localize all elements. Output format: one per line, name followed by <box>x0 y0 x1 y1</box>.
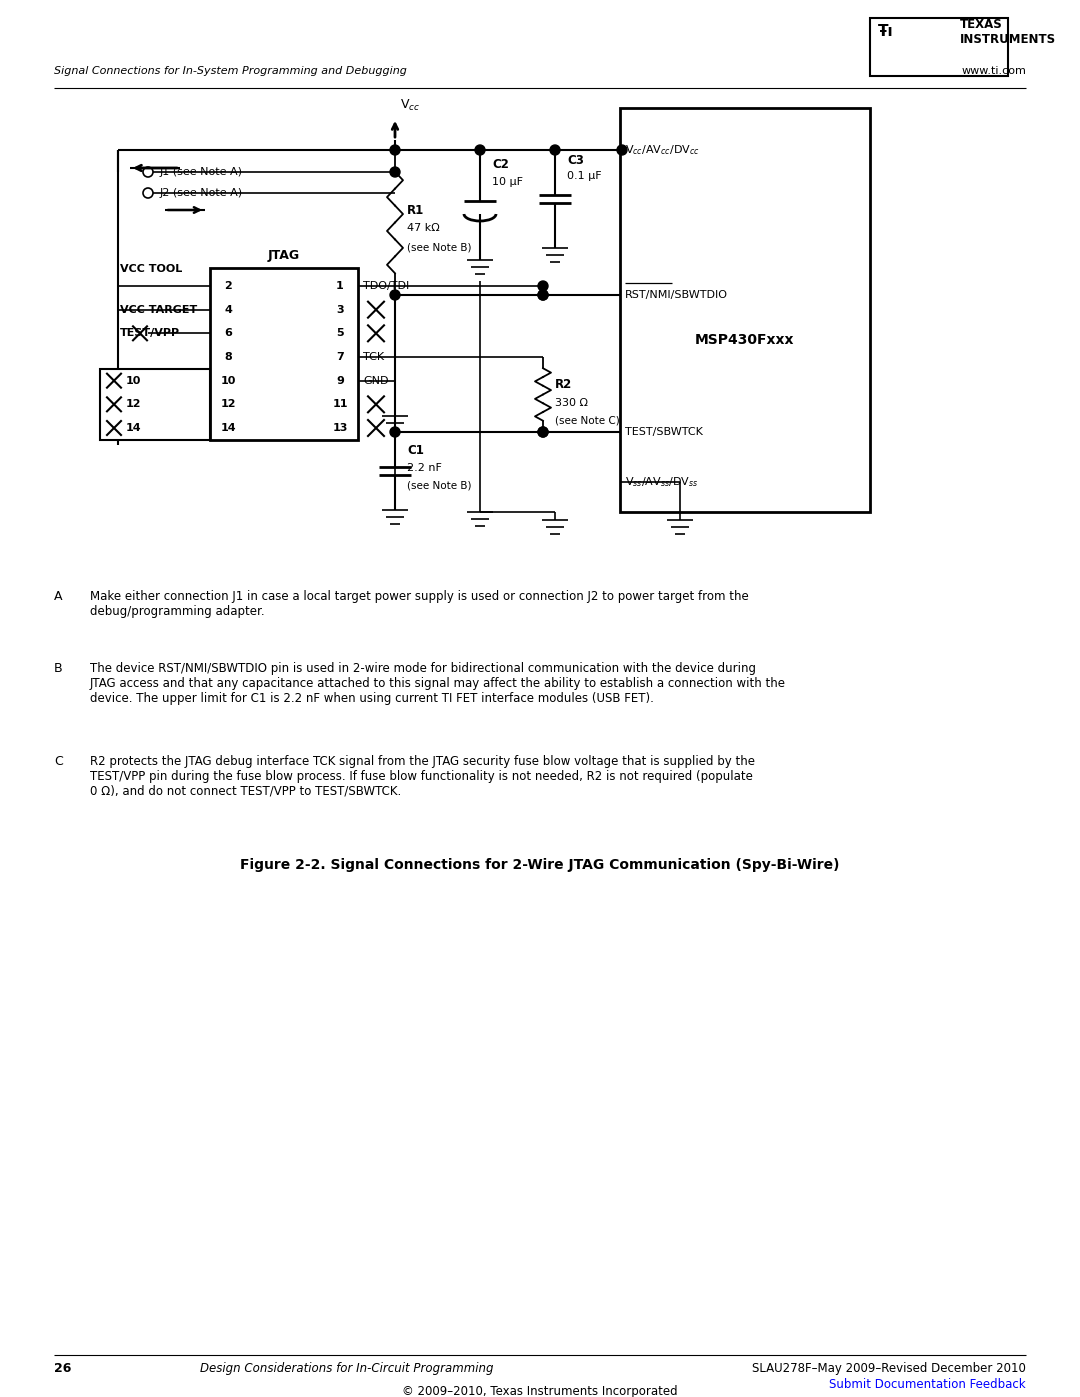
Text: C2: C2 <box>492 158 509 172</box>
Text: 5: 5 <box>336 328 343 338</box>
Text: Design Considerations for In-Circuit Programming: Design Considerations for In-Circuit Pro… <box>200 1362 494 1375</box>
Text: V$_{cc}$: V$_{cc}$ <box>400 98 420 113</box>
Text: Submit Documentation Feedback: Submit Documentation Feedback <box>829 1377 1026 1391</box>
Text: TEST/SBWTCK: TEST/SBWTCK <box>625 427 703 437</box>
Text: TCK: TCK <box>363 352 384 362</box>
Text: (see Note B): (see Note B) <box>407 242 472 251</box>
Text: 10: 10 <box>126 376 141 386</box>
Text: MSP430Fxxx: MSP430Fxxx <box>696 332 795 346</box>
Bar <box>100 369 210 440</box>
Text: 13: 13 <box>333 423 348 433</box>
Text: J2 (see Note A): J2 (see Note A) <box>160 189 243 198</box>
Circle shape <box>617 145 627 155</box>
Circle shape <box>538 291 548 300</box>
Text: 8: 8 <box>225 352 232 362</box>
Text: 10: 10 <box>220 376 235 386</box>
Text: 330 Ω: 330 Ω <box>555 398 588 408</box>
Text: (see Note C): (see Note C) <box>555 415 620 426</box>
Text: 26: 26 <box>54 1362 71 1375</box>
Text: TEST/VPP: TEST/VPP <box>120 328 180 338</box>
Text: 14: 14 <box>220 423 235 433</box>
Text: B: B <box>54 662 63 675</box>
Text: 11: 11 <box>333 400 348 409</box>
Circle shape <box>390 168 400 177</box>
Text: 4: 4 <box>224 305 232 314</box>
Text: 14: 14 <box>126 423 141 433</box>
Text: RST/NMI/SBWTDIO: RST/NMI/SBWTDIO <box>625 291 728 300</box>
Text: C1: C1 <box>407 443 423 457</box>
Circle shape <box>538 281 548 291</box>
Text: Ŧı: Ŧı <box>878 25 894 39</box>
Text: TDO/TDI: TDO/TDI <box>363 281 409 291</box>
Text: R2: R2 <box>555 379 572 391</box>
Text: V$_{cc}$/AV$_{cc}$/DV$_{cc}$: V$_{cc}$/AV$_{cc}$/DV$_{cc}$ <box>625 142 700 156</box>
Text: 7: 7 <box>336 352 343 362</box>
Text: JTAG: JTAG <box>268 250 300 263</box>
Text: C: C <box>54 754 63 768</box>
Text: VCC TARGET: VCC TARGET <box>120 305 198 314</box>
Text: V$_{ss}$/AV$_{ss}$/DV$_{ss}$: V$_{ss}$/AV$_{ss}$/DV$_{ss}$ <box>625 475 699 489</box>
Text: Figure 2-2. Signal Connections for 2-Wire JTAG Communication (Spy-Bi-Wire): Figure 2-2. Signal Connections for 2-Wir… <box>240 858 840 872</box>
Text: © 2009–2010, Texas Instruments Incorporated: © 2009–2010, Texas Instruments Incorpora… <box>402 1384 678 1397</box>
Text: R1: R1 <box>407 204 424 217</box>
Text: GND: GND <box>363 376 389 386</box>
Text: C3: C3 <box>567 154 584 166</box>
Text: 1: 1 <box>336 281 343 291</box>
Text: Signal Connections for In-System Programming and Debugging: Signal Connections for In-System Program… <box>54 66 407 75</box>
Circle shape <box>538 291 548 300</box>
Bar <box>210 268 357 440</box>
Circle shape <box>538 427 548 437</box>
Text: 10 μF: 10 μF <box>492 177 523 187</box>
Text: Make either connection J1 in case a local target power supply is used or connect: Make either connection J1 in case a loca… <box>90 590 748 617</box>
Text: A: A <box>54 590 63 604</box>
Text: VCC TOOL: VCC TOOL <box>120 264 183 274</box>
Text: TEXAS
INSTRUMENTS: TEXAS INSTRUMENTS <box>960 18 1056 46</box>
Circle shape <box>390 291 400 300</box>
Text: J1 (see Note A): J1 (see Note A) <box>160 168 243 177</box>
Text: The device RST/NMI/SBWTDIO pin is used in 2-wire mode for bidirectional communic: The device RST/NMI/SBWTDIO pin is used i… <box>90 662 786 705</box>
Circle shape <box>475 145 485 155</box>
Text: 2.2 nF: 2.2 nF <box>407 462 442 474</box>
Text: 12: 12 <box>220 400 235 409</box>
Text: 0.1 μF: 0.1 μF <box>567 170 602 182</box>
Circle shape <box>390 145 400 155</box>
Text: 6: 6 <box>224 328 232 338</box>
Bar <box>870 18 1008 75</box>
Text: 47 kΩ: 47 kΩ <box>407 224 440 233</box>
Bar <box>620 108 870 511</box>
Text: 3: 3 <box>336 305 343 314</box>
Text: SLAU278F–May 2009–Revised December 2010: SLAU278F–May 2009–Revised December 2010 <box>752 1362 1026 1375</box>
Text: 12: 12 <box>126 400 141 409</box>
Text: (see Note B): (see Note B) <box>407 481 472 490</box>
Circle shape <box>538 427 548 437</box>
Text: 9: 9 <box>336 376 343 386</box>
Text: www.ti.com: www.ti.com <box>961 66 1026 75</box>
Text: R2 protects the JTAG debug interface TCK signal from the JTAG security fuse blow: R2 protects the JTAG debug interface TCK… <box>90 754 755 798</box>
Circle shape <box>550 145 561 155</box>
Text: 2: 2 <box>225 281 232 291</box>
Circle shape <box>390 427 400 437</box>
